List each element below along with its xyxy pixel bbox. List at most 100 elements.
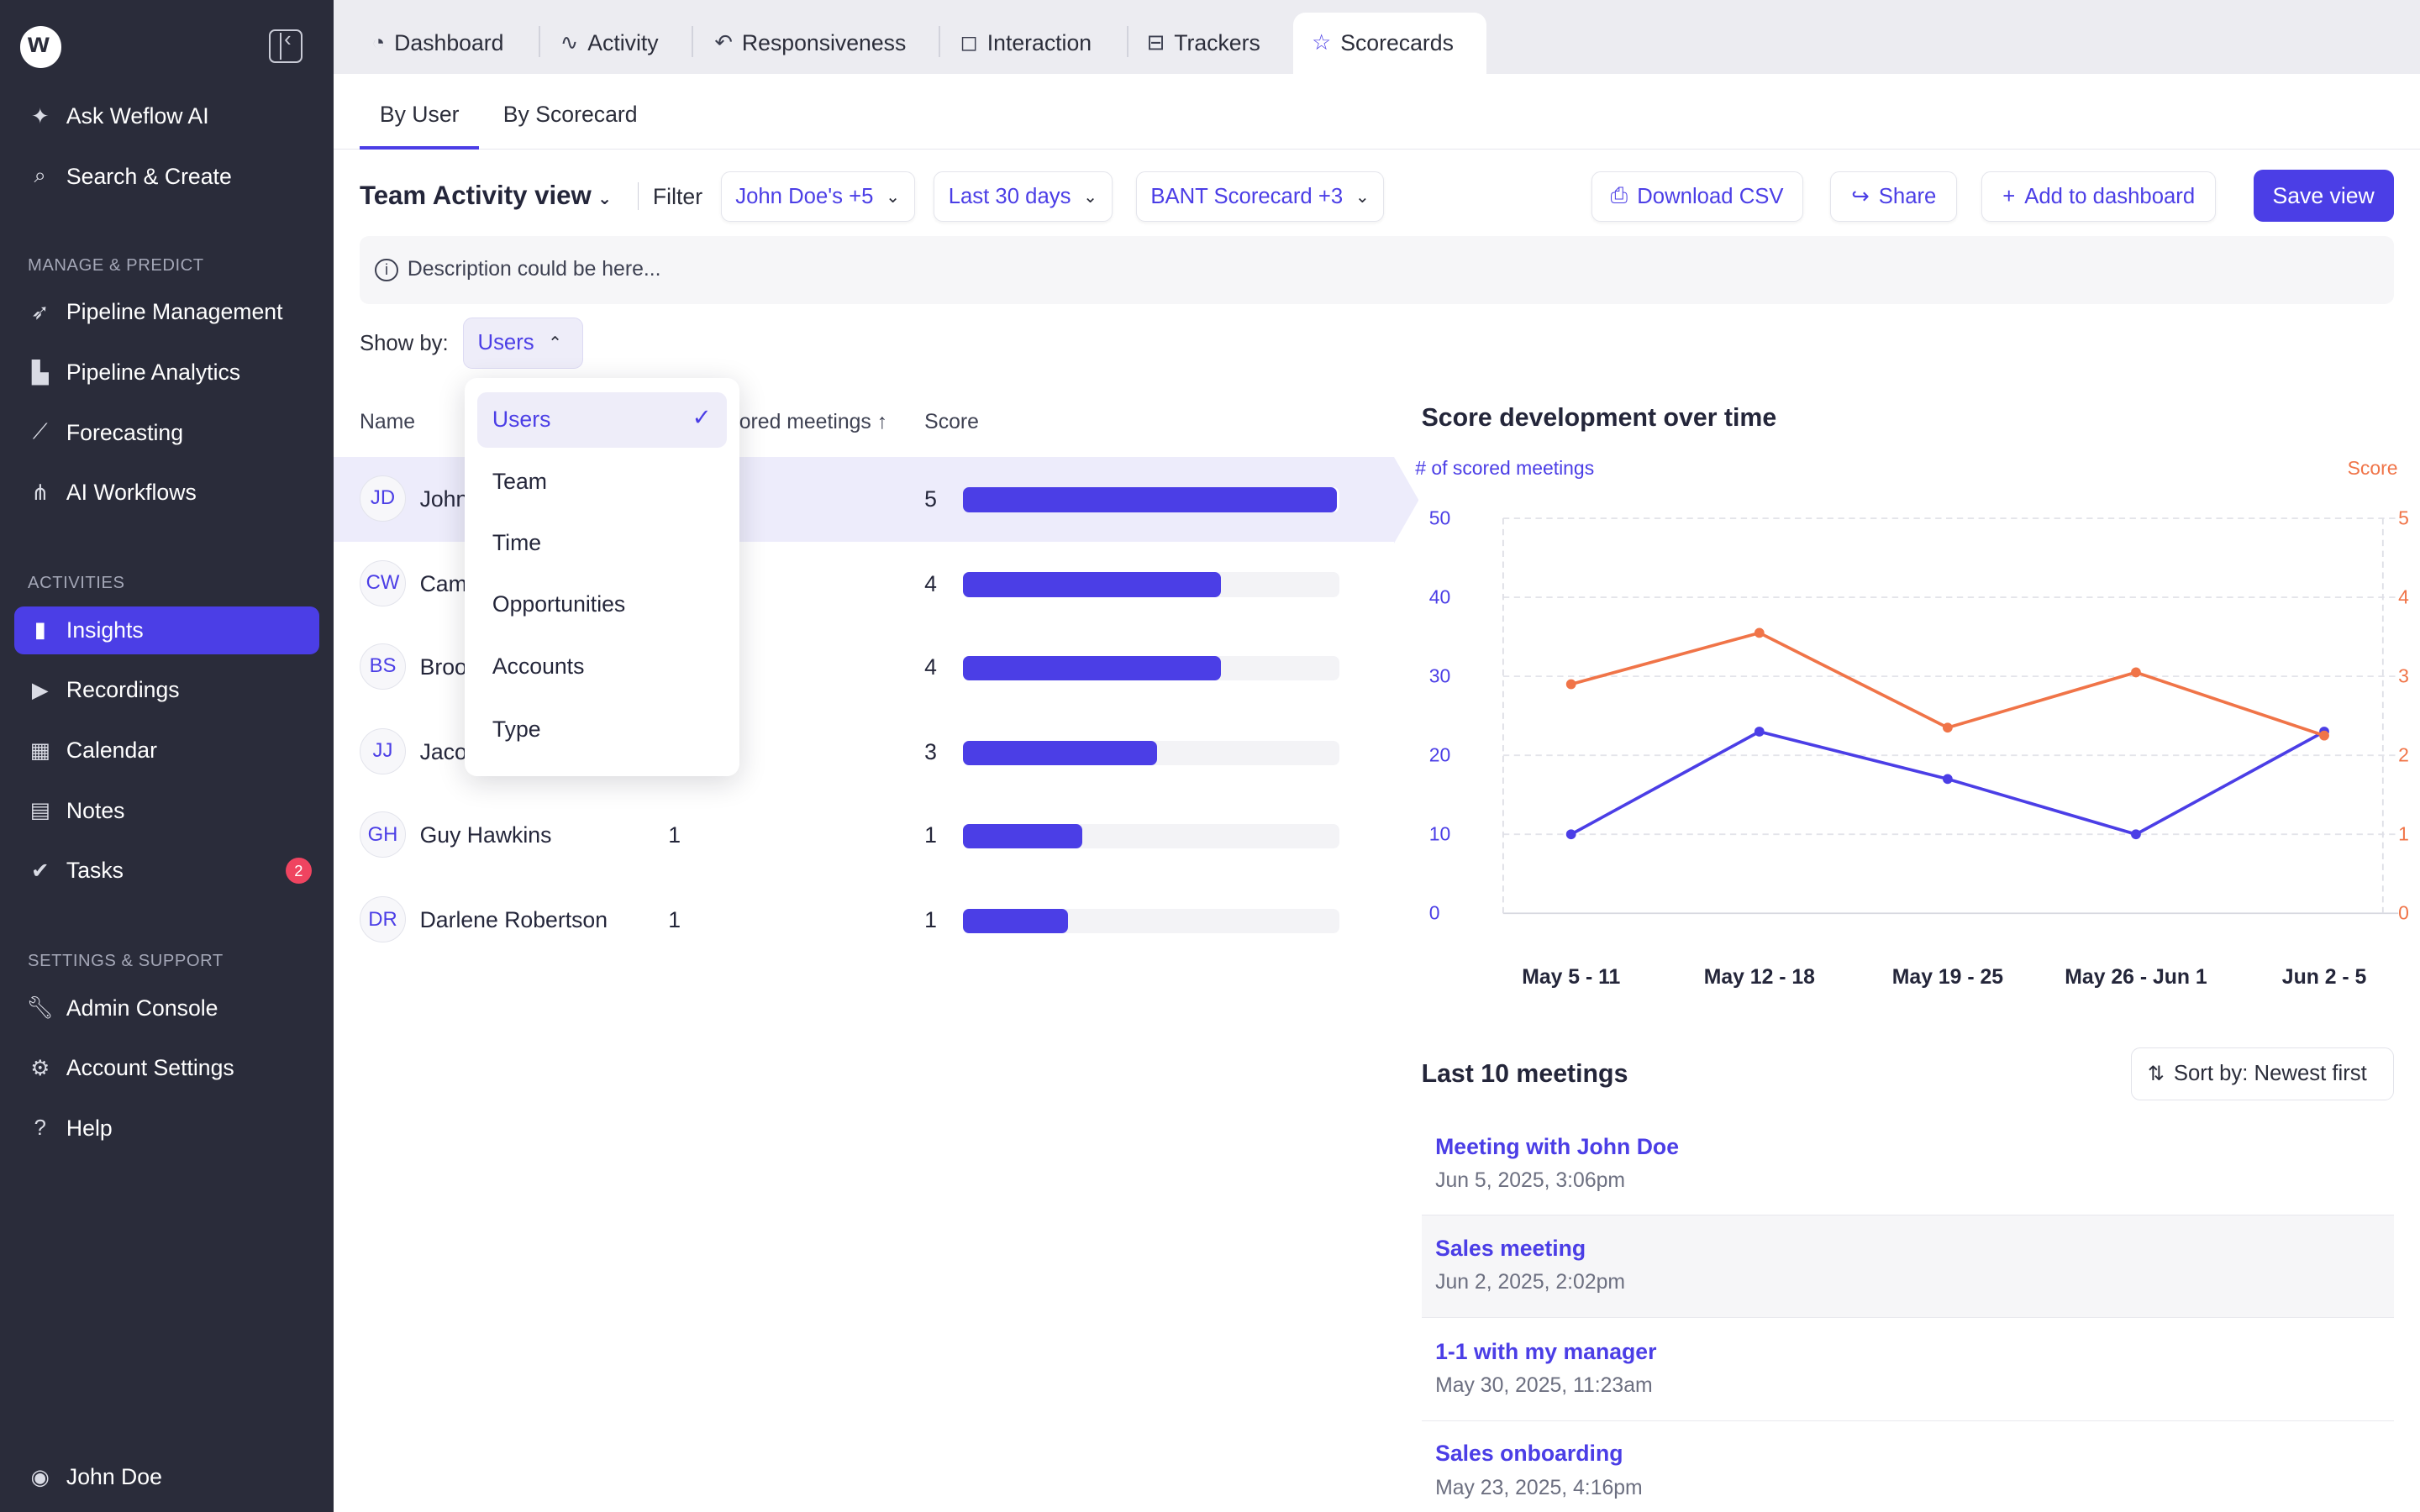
menu-item-team[interactable]: Team — [492, 468, 547, 494]
left-tick-label: 50 — [1429, 507, 1451, 528]
check-circle-icon: ✔ — [30, 858, 50, 883]
score-bar — [963, 487, 1337, 512]
meeting-date: Jun 5, 2025, 3:06pm — [1435, 1169, 1626, 1193]
section-activities: ACTIVITIES — [28, 574, 125, 593]
table-row[interactable]: BS Broo 4 — [334, 625, 1394, 710]
table-row[interactable]: GH Guy Hawkins 1 1 — [334, 793, 1394, 878]
avatar: DR — [359, 896, 407, 943]
chart-title: Score development over time — [1421, 404, 1777, 433]
users-filter-dropdown[interactable]: John Doe's +5 ⌄ — [720, 171, 915, 223]
sidebar-item-account-settings[interactable]: ⚙ Account Settings — [14, 1044, 320, 1092]
score-development-chart: 0 10 20 30 40 50 0 1 2 3 4 5 — [1429, 507, 2409, 924]
tab-interaction[interactable]: ◻ Interaction — [941, 13, 1110, 74]
sidebar-item-help[interactable]: ? Help — [14, 1105, 320, 1152]
meeting-title[interactable]: Meeting with John Doe — [1435, 1133, 1680, 1159]
main-content: ◔ Dashboard ∿ Activity ↶ Responsiveness … — [333, 0, 2420, 1512]
sidebar-item-recordings[interactable]: ▶ Recordings — [14, 666, 320, 714]
table-row[interactable]: DR Darlene Robertson 1 1 — [334, 878, 1394, 963]
search-create-button[interactable]: ⌕ Search & Create — [14, 153, 320, 201]
meetings-data-point — [1943, 774, 1953, 785]
save-view-button[interactable]: Save view — [2253, 170, 2394, 223]
score-data-point — [1754, 627, 1765, 638]
meeting-item[interactable]: Meeting with John Doe Jun 5, 2025, 3:06p… — [1421, 1114, 2394, 1216]
score-data-point — [2319, 730, 2329, 741]
menu-item-accounts[interactable]: Accounts — [492, 653, 585, 679]
tab-label: Scorecards — [1340, 29, 1454, 55]
meeting-title[interactable]: 1-1 with my manager — [1435, 1339, 1657, 1365]
meeting-item[interactable]: Sales meeting Jun 2, 2025, 2:02pm — [1421, 1215, 2394, 1318]
score-data-point — [1943, 722, 1953, 733]
left-axis-title: # of scored meetings — [1415, 456, 1595, 479]
share-button[interactable]: ↪ Share — [1830, 171, 1958, 223]
column-header-name[interactable]: Name — [359, 410, 416, 433]
column-header-score[interactable]: Score — [924, 410, 979, 433]
view-selector[interactable]: Team Activity view ⌄ — [360, 181, 612, 211]
user-icon: ◉ — [30, 1465, 50, 1489]
sidebar-item-pipeline-analytics[interactable]: ▙ Pipeline Analytics — [14, 349, 320, 396]
tab-divider — [938, 26, 940, 57]
score-value: 1 — [924, 822, 937, 848]
meeting-item[interactable]: Sales onboarding May 23, 2025, 4:16pm — [1422, 1421, 2394, 1512]
sidebar-item-ai-workflows[interactable]: ⋔ AI Workflows — [14, 469, 320, 517]
meeting-item[interactable]: 1-1 with my manager May 30, 2025, 11:23a… — [1421, 1319, 2394, 1421]
tab-trackers[interactable]: ⊟ Trackers — [1128, 13, 1279, 74]
sidebar-item-label: Pipeline Management — [66, 299, 283, 325]
tab-dashboard[interactable]: ◔ Dashboard — [354, 13, 523, 74]
menu-item-type[interactable]: Type — [492, 717, 541, 743]
right-tick-label: 4 — [2398, 586, 2409, 608]
subtab-by-scorecard[interactable]: By Scorecard — [502, 102, 638, 128]
sidebar-item-notes[interactable]: ▤ Notes — [14, 787, 320, 835]
sidebar-item-calendar[interactable]: ▦ Calendar — [14, 727, 320, 774]
period-filter-dropdown[interactable]: Last 30 days ⌄ — [934, 171, 1113, 223]
score-bar-track — [963, 908, 1340, 934]
show-by-dropdown[interactable]: Users ⌃ — [463, 318, 584, 369]
tab-label: Dashboard — [394, 29, 504, 55]
user-profile-button[interactable]: ◉ John Doe — [14, 1453, 320, 1501]
top-tab-bar: ◔ Dashboard ∿ Activity ↶ Responsiveness … — [333, 0, 2420, 75]
meeting-title[interactable]: Sales meeting — [1435, 1236, 1586, 1262]
sidebar-item-pipeline-management[interactable]: ➶ Pipeline Management — [14, 288, 320, 336]
collapse-sidebar-icon[interactable] — [268, 28, 302, 64]
info-icon: i — [375, 258, 398, 282]
sidebar-item-tasks[interactable]: ✔ Tasks 2 — [14, 847, 320, 895]
chevron-down-icon: ⌄ — [886, 187, 901, 207]
add-to-dashboard-button[interactable]: + Add to dashboard — [1981, 171, 2217, 223]
meeting-title[interactable]: Sales onboarding — [1435, 1441, 1623, 1467]
column-header-scored-meetings[interactable]: ored meetings ↑ — [739, 411, 887, 434]
meetings-data-point — [1565, 829, 1576, 840]
menu-item-opportunities[interactable]: Opportunities — [492, 591, 626, 617]
ask-weflow-ai-button[interactable]: ✦ Ask Weflow AI — [14, 92, 320, 140]
search-create-label: Search & Create — [66, 163, 232, 189]
sidebar-item-admin-console[interactable]: 🔧︎ Admin Console — [14, 984, 320, 1032]
menu-item-time[interactable]: Time — [492, 529, 542, 555]
user-name: Jaco — [419, 738, 467, 764]
sort-dropdown[interactable]: ⇅ Sort by: Newest first — [2131, 1047, 2394, 1100]
table-row[interactable]: CW Cam 4 — [334, 542, 1394, 627]
menu-item-users[interactable]: Users ✓ — [476, 391, 728, 448]
tab-activity[interactable]: ∿ Activity — [542, 13, 677, 74]
table-row[interactable]: JJ Jaco 3 — [334, 710, 1394, 795]
meetings-data-point — [1754, 727, 1765, 737]
right-axis-title: Score — [2347, 456, 2398, 479]
sidebar-item-forecasting[interactable]: ⟋ Forecasting — [14, 409, 320, 457]
right-tick-label: 0 — [2398, 902, 2409, 924]
weflow-logo[interactable] — [19, 26, 62, 68]
sidebar-item-label: Tasks — [66, 858, 124, 884]
tab-scorecards[interactable]: ☆ Scorecards — [1293, 12, 1486, 75]
subtab-by-user[interactable]: By User — [360, 102, 479, 150]
score-bar — [963, 655, 1221, 680]
score-value: 1 — [924, 906, 937, 932]
sidebar-item-label: Notes — [66, 797, 125, 823]
scorecard-filter-dropdown[interactable]: BANT Scorecard +3 ⌄ — [1135, 171, 1385, 223]
description-banner: i Description could be here... — [359, 236, 2394, 304]
sort-label: Sort by: Newest first — [2173, 1061, 2367, 1085]
download-csv-button[interactable]: ⎙ Download CSV — [1591, 171, 1803, 223]
sidebar-item-insights[interactable]: ▮ Insights — [13, 606, 320, 654]
user-name: Darlene Robertson — [419, 906, 608, 932]
tab-responsiveness[interactable]: ↶ Responsiveness — [696, 13, 924, 74]
tab-divider — [691, 26, 693, 57]
sidebar-item-label: Recordings — [66, 677, 180, 703]
calendar-icon: ▦ — [29, 738, 50, 763]
score-bar-track — [963, 655, 1340, 680]
left-tick-label: 10 — [1429, 823, 1451, 845]
